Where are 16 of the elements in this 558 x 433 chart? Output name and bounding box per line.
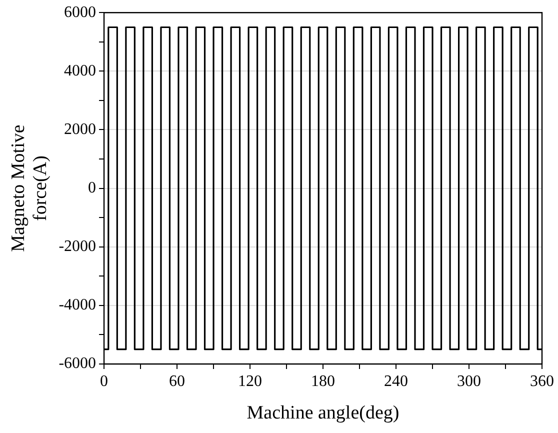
- x-tick-label: 120: [238, 372, 262, 390]
- y-tick-label: 2000: [64, 120, 96, 138]
- y-axis-title: Magneto Motive force(A): [8, 124, 51, 252]
- y-tick-label: 0: [88, 180, 96, 197]
- x-axis-title: Machine angle(deg): [246, 402, 400, 424]
- y-tick-label: -2000: [58, 238, 96, 256]
- x-tick-label: 360: [530, 372, 554, 390]
- y-tick-label: 6000: [64, 4, 96, 21]
- x-tick-label: 0: [100, 372, 108, 390]
- x-tick-label: 300: [457, 372, 482, 390]
- y-tick-label: 4000: [64, 62, 96, 80]
- x-tick-label: 240: [384, 372, 408, 390]
- x-tick-label: 180: [311, 372, 336, 390]
- x-tick-label: 60: [169, 372, 186, 390]
- y-tick-label: -6000: [58, 355, 96, 372]
- y-tick-label: -4000: [58, 296, 96, 314]
